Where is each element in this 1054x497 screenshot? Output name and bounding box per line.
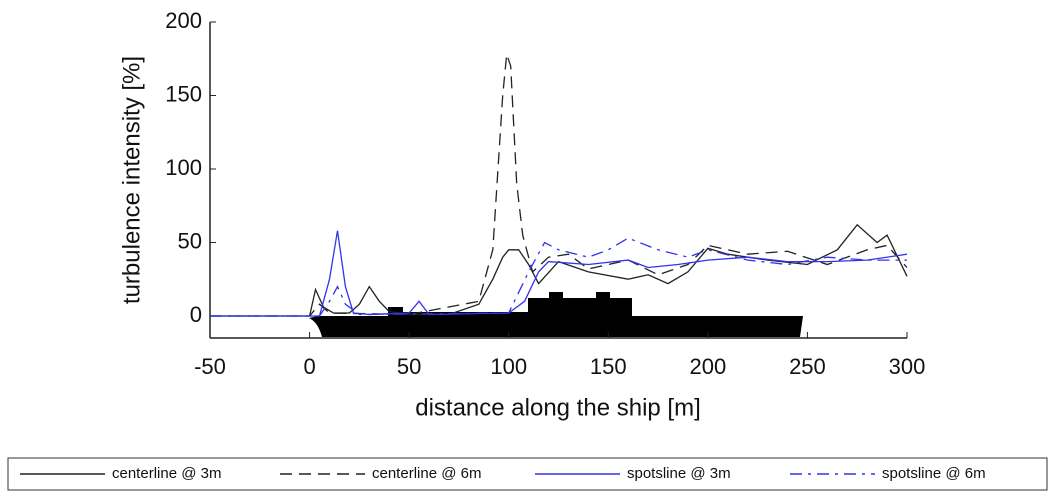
- y-axis-label: turbulence intensity [%]: [118, 56, 145, 304]
- legend-box: [7, 457, 1048, 491]
- x-tick-label: 0: [303, 354, 315, 379]
- legend-label: centerline @ 3m: [112, 465, 221, 482]
- y-tick-label: 50: [178, 228, 202, 253]
- x-axis-label: distance along the ship [m]: [415, 394, 701, 421]
- legend-label: centerline @ 6m: [372, 465, 481, 482]
- x-tick-label: 250: [789, 354, 826, 379]
- legend-label: spotsline @ 3m: [627, 465, 731, 482]
- x-tick-label: 100: [490, 354, 527, 379]
- x-tick-label: 150: [590, 354, 627, 379]
- line: [210, 223, 908, 317]
- line: [210, 230, 908, 317]
- legend-label: spotsline @ 6m: [882, 465, 986, 482]
- x-tick-label: 50: [397, 354, 421, 379]
- line: [210, 237, 907, 317]
- y-tick-label: 200: [165, 8, 202, 33]
- x-tick-label: 200: [689, 354, 726, 379]
- x-tick-label: -50: [194, 354, 226, 379]
- ship-silhouette: [309, 292, 803, 337]
- x-tick-label: 300: [889, 354, 926, 379]
- line: [210, 54, 908, 317]
- y-tick-label: 0: [190, 302, 202, 327]
- y-tick-label: 100: [165, 155, 202, 180]
- y-tick-label: 150: [165, 81, 202, 106]
